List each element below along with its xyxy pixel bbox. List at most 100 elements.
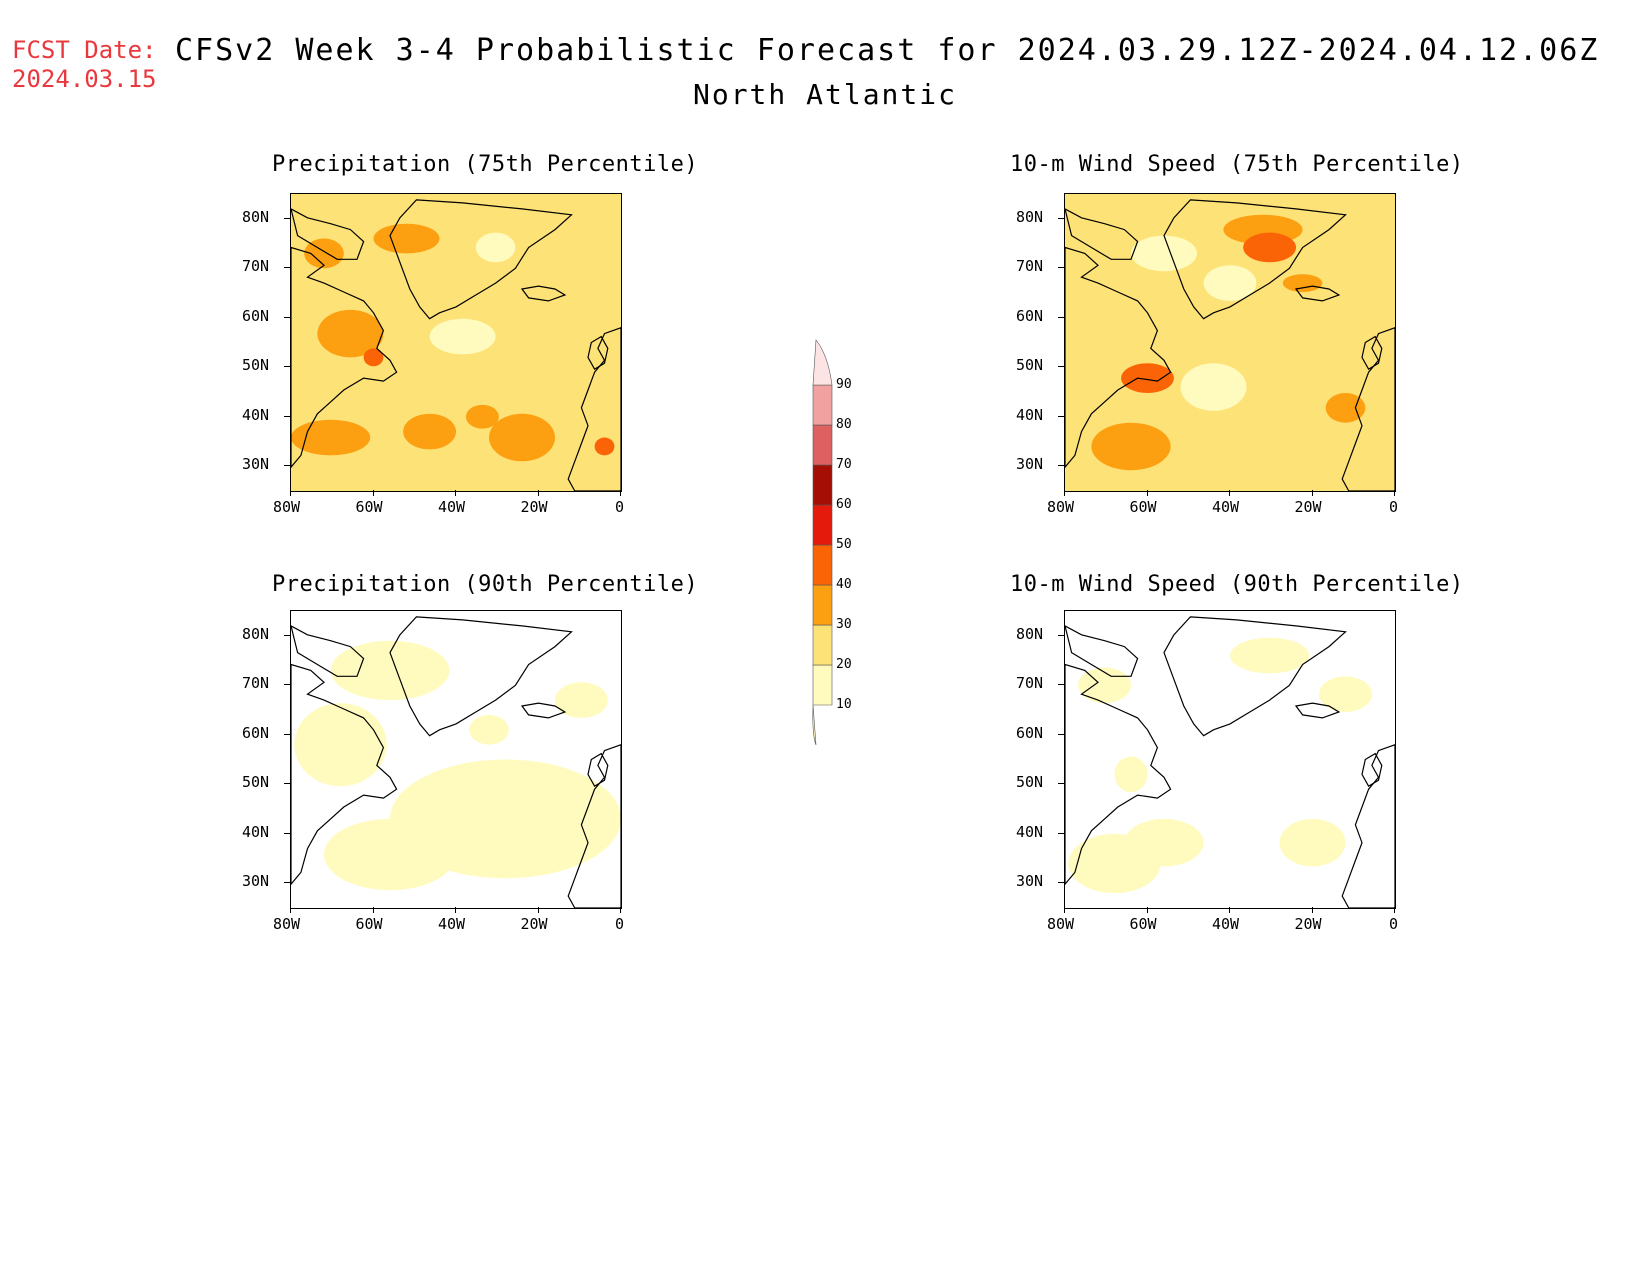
lon-tick-label: 80W <box>1047 915 1075 933</box>
forecast-date-label: FCST Date: <box>12 36 157 64</box>
probability-contour <box>555 682 608 718</box>
lon-tick-label: 60W <box>355 915 383 933</box>
colorbar-segment <box>812 504 833 546</box>
lon-tick-mark <box>290 907 291 913</box>
lat-tick-mark <box>1058 316 1064 318</box>
canada-arctic-coast <box>1065 625 1139 677</box>
lon-tick-mark <box>1311 907 1313 913</box>
colorbar-label: 60 <box>836 497 852 512</box>
iceland-coast <box>1294 285 1341 302</box>
lat-tick-label: 30N <box>242 455 270 474</box>
lon-tick-mark <box>1064 490 1065 496</box>
lon-tick-mark <box>620 490 621 496</box>
lat-tick-mark <box>1058 882 1064 884</box>
lon-tick-label: 40W <box>1212 498 1240 516</box>
lat-tick-mark <box>284 882 290 884</box>
lon-tick-mark <box>1394 490 1395 496</box>
lon-tick-label: 80W <box>273 498 301 516</box>
colorbar-label: 70 <box>836 457 852 472</box>
map-precipitation-90 <box>290 610 622 909</box>
lon-tick-mark <box>620 907 621 913</box>
panel-title-precipitation-75: Precipitation (75th Percentile) <box>272 152 699 177</box>
lon-tick-mark <box>372 490 374 496</box>
lon-tick-label: 0 <box>1389 915 1399 933</box>
lon-tick-label: 40W <box>438 498 466 516</box>
probability-contour <box>594 437 615 456</box>
main-title: CFSv2 Week 3-4 Probabilistic Forecast fo… <box>175 33 1600 68</box>
lat-tick-label: 60N <box>242 723 270 742</box>
probability-contour <box>489 413 555 462</box>
probability-contour <box>1325 392 1366 423</box>
probability-contour <box>1243 232 1296 263</box>
europe-coast <box>567 744 621 908</box>
europe-coast <box>1341 327 1395 491</box>
british-isles-coast <box>587 752 609 788</box>
lon-tick-label: 60W <box>355 498 383 516</box>
forecast-date-value: 2024.03.15 <box>12 65 157 93</box>
north-america-coast <box>291 663 398 886</box>
lon-tick-mark <box>1064 907 1065 913</box>
north-america-coast <box>1065 663 1172 886</box>
lat-tick-mark <box>1058 267 1064 269</box>
colorbar-segment <box>812 384 833 426</box>
probability-contour <box>330 640 450 701</box>
colorbar-segment <box>812 664 833 746</box>
lat-tick-mark <box>1058 684 1064 686</box>
probability-contour <box>1114 756 1148 793</box>
probability-field <box>291 616 621 908</box>
colorbar-graphic <box>812 339 833 746</box>
lon-tick-label: 0 <box>615 498 625 516</box>
greenland-coast <box>389 616 573 737</box>
panel-title-precipitation-90: Precipitation (90th Percentile) <box>272 572 699 597</box>
british-isles-coast <box>587 335 609 371</box>
lat-tick-mark <box>284 217 290 219</box>
iceland-coast <box>520 285 567 302</box>
colorbar-label: 80 <box>836 417 852 432</box>
canada-arctic-coast <box>291 625 365 677</box>
lat-tick-label: 50N <box>242 356 270 375</box>
lat-tick-mark <box>284 832 290 834</box>
probability-contour <box>1131 235 1197 272</box>
map-wind-90 <box>1064 610 1396 909</box>
lon-tick-label: 20W <box>520 498 548 516</box>
probability-contour <box>469 714 509 745</box>
probability-contour <box>429 318 496 355</box>
colorbar-segment <box>812 544 833 586</box>
lat-tick-label: 40N <box>242 822 270 841</box>
lat-tick-mark <box>1058 733 1064 735</box>
lon-tick-mark <box>537 490 539 496</box>
probability-contour <box>1203 265 1257 301</box>
lat-tick-label: 40N <box>242 405 270 424</box>
canada-arctic-coast <box>1065 208 1139 260</box>
lat-tick-label: 70N <box>1016 257 1044 276</box>
lat-tick-mark <box>1058 366 1064 368</box>
lat-tick-mark <box>284 366 290 368</box>
map-wind-75 <box>1064 193 1396 492</box>
canada-arctic-coast <box>291 208 365 260</box>
lat-tick-mark <box>1058 415 1064 417</box>
lon-tick-mark <box>455 490 456 496</box>
colorbar-segment <box>812 584 833 626</box>
north-america-coast <box>291 246 398 469</box>
probability-contour <box>291 419 371 456</box>
lon-tick-label: 40W <box>438 915 466 933</box>
lat-tick-label: 80N <box>242 624 270 643</box>
probability-contour <box>475 232 516 263</box>
probability-contour <box>465 404 499 429</box>
probability-contour <box>1319 676 1372 712</box>
lat-tick-mark <box>284 267 290 269</box>
lat-tick-label: 80N <box>242 207 270 226</box>
lon-tick-mark <box>1229 907 1230 913</box>
lon-tick-mark <box>1146 907 1148 913</box>
lat-tick-mark <box>1058 217 1064 219</box>
iceland-coast <box>520 702 567 719</box>
colorbar-label: 90 <box>836 377 852 392</box>
british-isles-coast <box>1361 752 1383 788</box>
lon-tick-mark <box>1146 490 1148 496</box>
lon-tick-label: 0 <box>1389 498 1399 516</box>
greenland-coast <box>1163 199 1347 320</box>
lat-tick-label: 60N <box>1016 306 1044 325</box>
lat-tick-mark <box>284 634 290 636</box>
lon-tick-label: 40W <box>1212 915 1240 933</box>
lat-tick-label: 50N <box>242 773 270 792</box>
